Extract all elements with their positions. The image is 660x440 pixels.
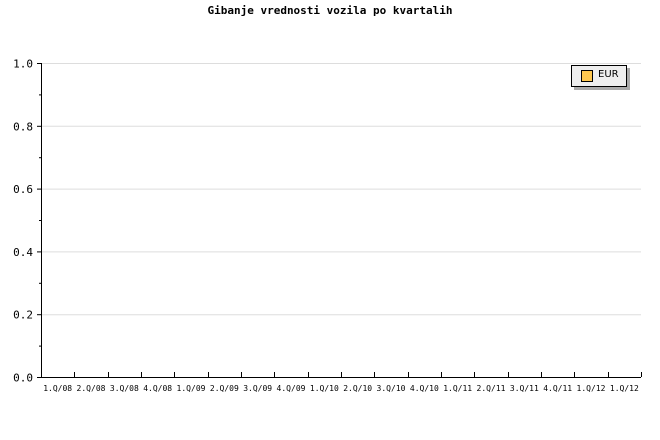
x-tick-label: 2.Q/10 (343, 384, 372, 393)
chart-title: Gibanje vrednosti vozila po kvartalih (207, 4, 453, 17)
x-tick-label: 4.Q/08 (143, 384, 172, 393)
x-tick-label: 1.Q/11 (443, 384, 472, 393)
x-tick-label: 3.Q/10 (377, 384, 406, 393)
y-tick-label: 0.2 (13, 309, 33, 322)
x-tick-label: 3.Q/11 (510, 384, 539, 393)
legend: EUR (571, 65, 627, 87)
y-tick-label: 0.8 (13, 120, 33, 133)
y-tick-label: 0.6 (13, 183, 33, 196)
y-tick-label: 0.0 (13, 372, 33, 385)
x-tick-label: 2.Q/11 (477, 384, 506, 393)
legend-swatch-eur (581, 70, 593, 82)
x-tick-label: 4.Q/09 (277, 384, 306, 393)
x-tick-label: 1.Q/10 (310, 384, 339, 393)
x-tick-label: 4.Q/11 (543, 384, 572, 393)
y-tick-label: 0.4 (13, 246, 33, 259)
y-tick-label: 1.0 (13, 58, 33, 71)
x-tick-label: 1.Q/12 (610, 384, 639, 393)
x-tick-label: 4.Q/10 (410, 384, 439, 393)
x-tick-label: 3.Q/09 (243, 384, 272, 393)
x-tick-label: 3.Q/08 (110, 384, 139, 393)
x-tick-label: 2.Q/08 (77, 384, 106, 393)
x-tick-label: 1.Q/08 (43, 384, 72, 393)
legend-label-eur: EUR (598, 69, 619, 80)
x-tick-label: 2.Q/09 (210, 384, 239, 393)
x-tick-label: 1.Q/09 (177, 384, 206, 393)
x-tick-label: 1.Q/12 (577, 384, 606, 393)
